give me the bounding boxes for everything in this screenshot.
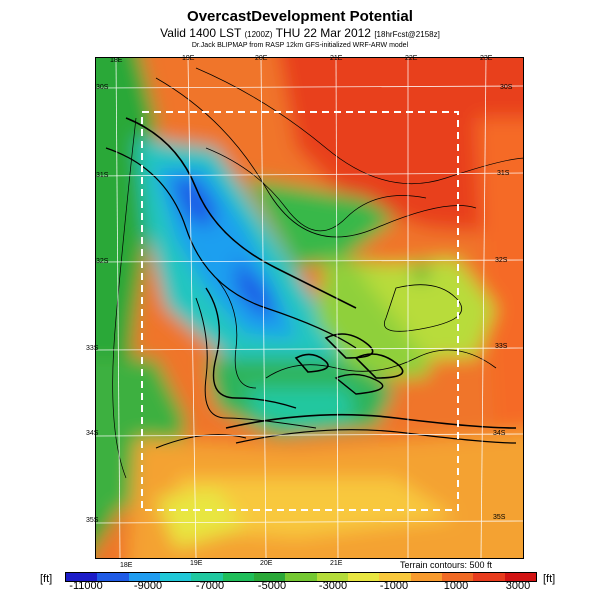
colorbar-tick: -3000 bbox=[318, 580, 348, 592]
chart-title: OvercastDevelopment Potential bbox=[187, 8, 413, 25]
lat-label-left: 30S bbox=[96, 84, 109, 91]
lon-label-top: 18E bbox=[110, 57, 123, 64]
lat-label-left: 35S bbox=[86, 517, 99, 524]
colorbar-segment bbox=[128, 573, 160, 581]
lat-label-right: 34S bbox=[493, 430, 506, 437]
colorbar-segment bbox=[379, 573, 411, 581]
colorbar-segment bbox=[441, 573, 474, 581]
colorbar-segment bbox=[159, 573, 192, 581]
colorbar-segment bbox=[316, 573, 348, 581]
lon-label-top: 22E bbox=[405, 55, 418, 62]
lon-label-top: 20E bbox=[255, 55, 268, 62]
colorbar-segment bbox=[97, 573, 129, 581]
colorbar bbox=[65, 572, 537, 582]
lon-label-bottom: 19E bbox=[190, 560, 203, 567]
map-field bbox=[96, 58, 523, 558]
run-time: (1200Z) bbox=[244, 30, 273, 39]
colorbar-tick: -7000 bbox=[195, 580, 225, 592]
colorbar-tick: -9000 bbox=[133, 580, 163, 592]
graticule bbox=[96, 58, 523, 558]
lon-label-bottom: 21E bbox=[330, 560, 343, 567]
lat-label-left: 34S bbox=[86, 430, 99, 437]
colorbar-tick: -1000 bbox=[379, 580, 409, 592]
lon-label-top: 23E bbox=[480, 55, 493, 62]
colorbar-segment bbox=[191, 573, 223, 581]
colorbar-unit-right: [ft] bbox=[543, 573, 556, 585]
colorbar-tick: -5000 bbox=[257, 580, 287, 592]
terrain-contour-note: Terrain contours: 500 ft bbox=[400, 560, 493, 570]
colorbar-tick: 1000 bbox=[443, 580, 469, 592]
valid-time: Valid 1400 LST bbox=[160, 26, 242, 40]
lon-label-bottom: 18E bbox=[120, 562, 133, 569]
terrain-contours bbox=[105, 67, 523, 479]
colorbar-segment bbox=[347, 573, 380, 581]
colorbar-tick: -11000 bbox=[69, 580, 103, 592]
lat-label-right: 30S bbox=[500, 84, 513, 91]
lat-label-right: 32S bbox=[495, 257, 508, 264]
forecast-map bbox=[95, 57, 524, 559]
lat-label-right: 31S bbox=[497, 170, 510, 177]
colorbar-segment bbox=[410, 573, 442, 581]
colorbar-unit-left: [ft] bbox=[40, 573, 53, 585]
lat-label-right: 35S bbox=[493, 514, 506, 521]
lat-label-left: 33S bbox=[86, 345, 99, 352]
lon-label-top: 19E bbox=[182, 55, 195, 62]
colorbar-segment bbox=[473, 573, 505, 581]
valid-date: THU 22 Mar 2012 bbox=[275, 26, 371, 40]
overcast-field bbox=[96, 58, 523, 558]
lat-label-left: 31S bbox=[96, 172, 109, 179]
lon-label-bottom: 20E bbox=[260, 560, 273, 567]
colorbar-segment bbox=[285, 573, 317, 581]
colorbar-segment bbox=[504, 573, 536, 581]
colorbar-segment bbox=[222, 573, 254, 581]
chart-subtitle: Valid 1400 LST (1200Z) THU 22 Mar 2012 [… bbox=[0, 26, 600, 40]
forecast-id: [18hrFcst@2158z] bbox=[374, 30, 440, 39]
colorbar-tick: 3000 bbox=[505, 580, 531, 592]
lon-label-top: 21E bbox=[330, 55, 343, 62]
lat-label-left: 32S bbox=[96, 258, 109, 265]
model-credit: Dr.Jack BLIPMAP from RASP 12km GFS-initi… bbox=[191, 42, 409, 49]
inner-domain-box bbox=[141, 111, 459, 511]
colorbar-segment bbox=[253, 573, 286, 581]
colorbar-segment bbox=[66, 573, 98, 581]
lat-label-right: 33S bbox=[495, 343, 508, 350]
